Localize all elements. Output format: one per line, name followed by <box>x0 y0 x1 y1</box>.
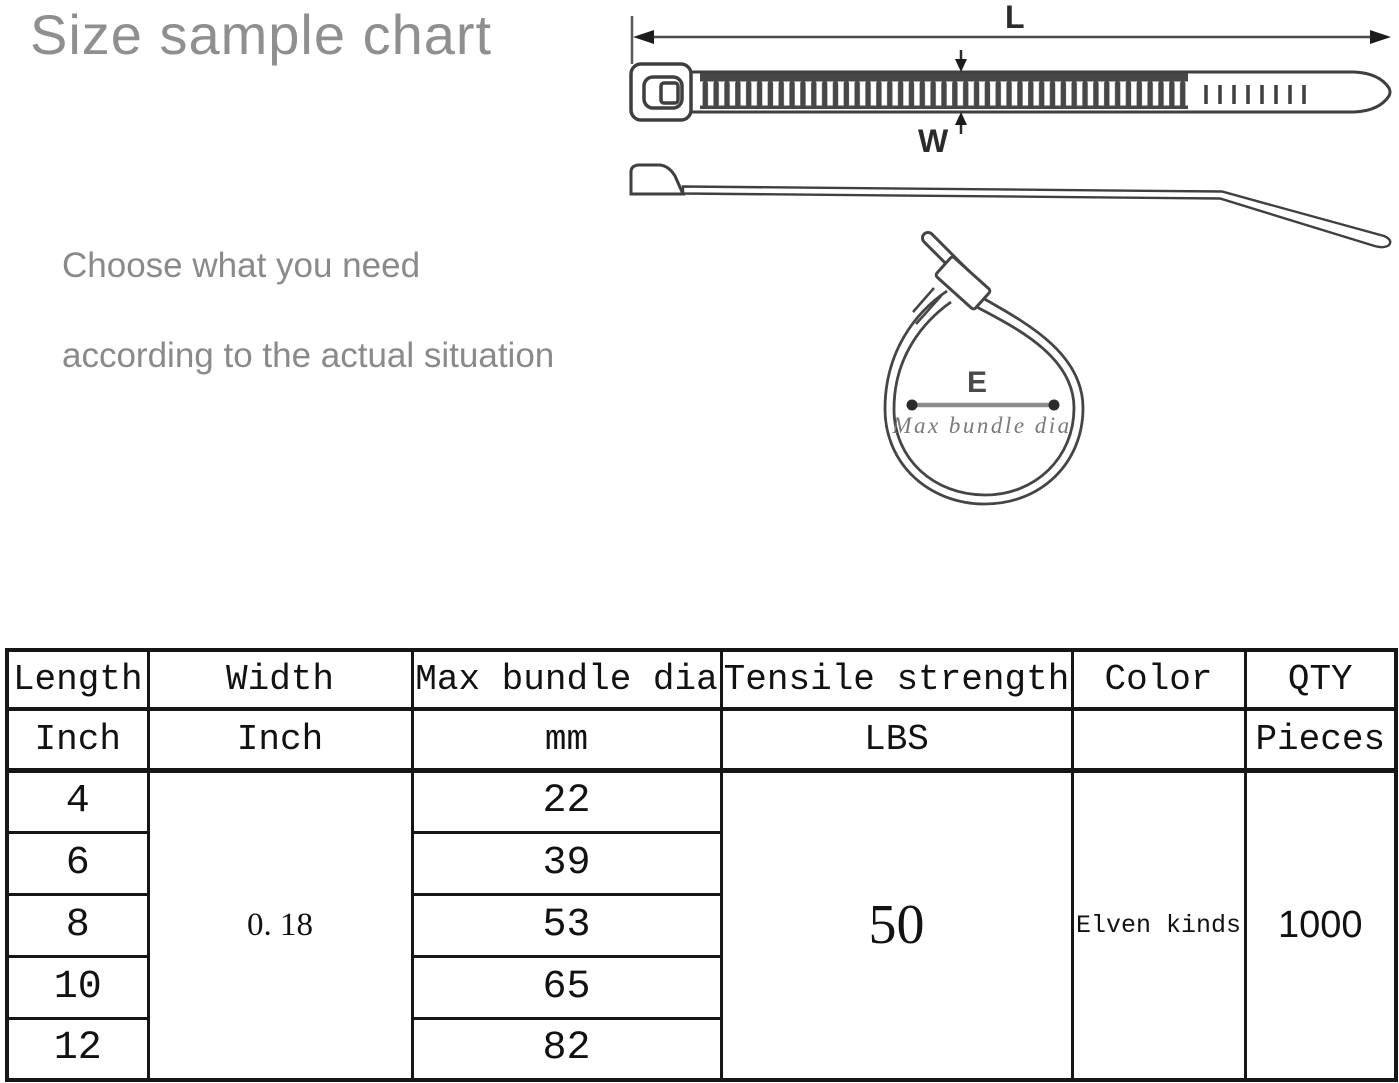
header-max-bundle-dia: Max bundle dia <box>410 648 723 711</box>
tensile-value-cell: 50 <box>719 768 1074 1082</box>
table-row: 10 65 <box>5 954 1396 1020</box>
length-value-cell: 10 <box>5 954 150 1020</box>
header-length: Length <box>5 648 150 711</box>
width-value-cell: 0. 18 <box>146 768 414 1082</box>
length-value-cell: 12 <box>5 1016 150 1082</box>
unit-qty: Pieces <box>1243 707 1398 773</box>
table-row: 12 82 <box>5 1016 1396 1082</box>
cable-tie-top-view: L <box>629 0 1392 159</box>
table-header-row: Length Width Max bundle dia Tensile stre… <box>5 648 1398 711</box>
qty-value-cell: 1000 <box>1243 768 1398 1082</box>
length-value-cell: 6 <box>5 830 150 896</box>
unit-length: Inch <box>5 707 150 773</box>
unit-width: Inch <box>146 707 414 773</box>
cable-tie-diagram: L <box>629 0 1392 506</box>
cable-tie-side-view <box>629 163 1392 249</box>
table-units-row: Inch Inch mm LBS Pieces <box>5 707 1398 773</box>
cable-tie-loop-view: E Max bundle dia <box>883 231 1085 506</box>
dia-value-cell: 82 <box>410 1016 723 1082</box>
unit-max-bundle-dia: mm <box>410 707 723 773</box>
size-spec-table: Length Width Max bundle dia Tensile stre… <box>5 648 1398 1082</box>
table-row: 6 39 <box>5 830 1396 896</box>
bundle-dia-dimension-label: E <box>967 366 987 399</box>
dia-value-cell: 65 <box>410 954 723 1020</box>
dia-value-cell: 39 <box>410 830 723 896</box>
header-qty: QTY <box>1243 648 1398 711</box>
header-width: Width <box>146 648 414 711</box>
page-title: Size sample chart <box>30 3 493 66</box>
color-value-cell: Elven kinds <box>1070 768 1247 1082</box>
unit-color <box>1070 707 1247 773</box>
dia-value-cell: 53 <box>410 892 723 958</box>
length-dimension-label: L <box>1005 0 1025 35</box>
length-value-cell: 4 <box>5 768 150 834</box>
subtitle-line-1: Choose what you need <box>62 246 421 285</box>
header-tensile-strength: Tensile strength <box>719 648 1074 711</box>
subtitle-line-2: according to the actual situation <box>62 336 555 375</box>
table-row: 8 53 <box>5 892 1396 958</box>
table-row: 4 0. 18 22 50 Elven kinds 1000 <box>5 768 1398 1082</box>
dia-value-cell: 22 <box>410 768 723 834</box>
length-value-cell: 8 <box>5 892 150 958</box>
unit-tensile-strength: LBS <box>719 707 1074 773</box>
width-dimension-label: W <box>918 123 949 159</box>
bundle-dia-caption: Max bundle dia <box>891 413 1071 438</box>
tip-ticks <box>1204 85 1306 104</box>
header-color: Color <box>1070 648 1247 711</box>
